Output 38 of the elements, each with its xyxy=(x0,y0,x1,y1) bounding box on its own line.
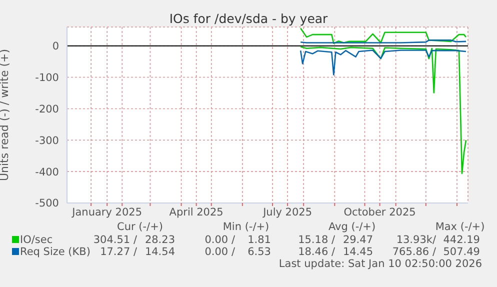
text: 13.93k/ xyxy=(396,234,436,246)
line-series xyxy=(300,50,467,76)
text: 15.18 / xyxy=(298,234,335,246)
text: Avg (-/+) xyxy=(327,221,377,233)
text: 442.19 xyxy=(443,234,480,246)
text: 765.86 / xyxy=(392,246,436,258)
line-series xyxy=(300,28,467,44)
text: Min (-/+) xyxy=(222,221,270,233)
y-axis-title: Units read (-) / write (+) xyxy=(0,48,11,182)
text: 304.51 / xyxy=(93,234,137,246)
y-tick-label: 0 xyxy=(52,40,59,53)
x-tick-label: April 2025 xyxy=(169,206,224,218)
x-tick-label: October 2025 xyxy=(344,206,416,218)
x-tick-label: July 2025 xyxy=(262,206,312,218)
legend-label: Req Size (KB) xyxy=(19,246,90,258)
y-tick-label: -500 xyxy=(35,198,59,210)
text: 6.53 xyxy=(248,246,271,258)
chart-title: IOs for /dev/sda - by year xyxy=(168,11,329,27)
text: Last update: Sat Jan 10 02:50:00 2026 xyxy=(278,258,482,270)
text: Cur (-/+) xyxy=(116,221,164,233)
text: 14.45 xyxy=(342,246,373,258)
y-tick-label: -100 xyxy=(35,72,59,84)
line-series xyxy=(300,46,467,174)
text: 0.00 / xyxy=(204,234,235,246)
text: 0.00 / xyxy=(204,246,235,258)
y-tick-label: -200 xyxy=(35,103,59,116)
text: 18.46 / xyxy=(298,246,335,258)
x-tick-label: January 2025 xyxy=(71,206,142,218)
text: 17.27 / xyxy=(100,246,137,258)
text: 28.23 xyxy=(144,234,175,246)
text: Max (-/+) xyxy=(434,221,486,233)
text: 1.81 xyxy=(248,234,271,246)
text: 29.47 xyxy=(342,234,373,246)
text: 14.54 xyxy=(144,246,175,258)
y-tick-label: -400 xyxy=(35,166,59,178)
y-tick-label: -300 xyxy=(35,134,59,147)
text: 507.49 xyxy=(443,246,480,258)
legend-label: IO/sec xyxy=(19,234,53,246)
